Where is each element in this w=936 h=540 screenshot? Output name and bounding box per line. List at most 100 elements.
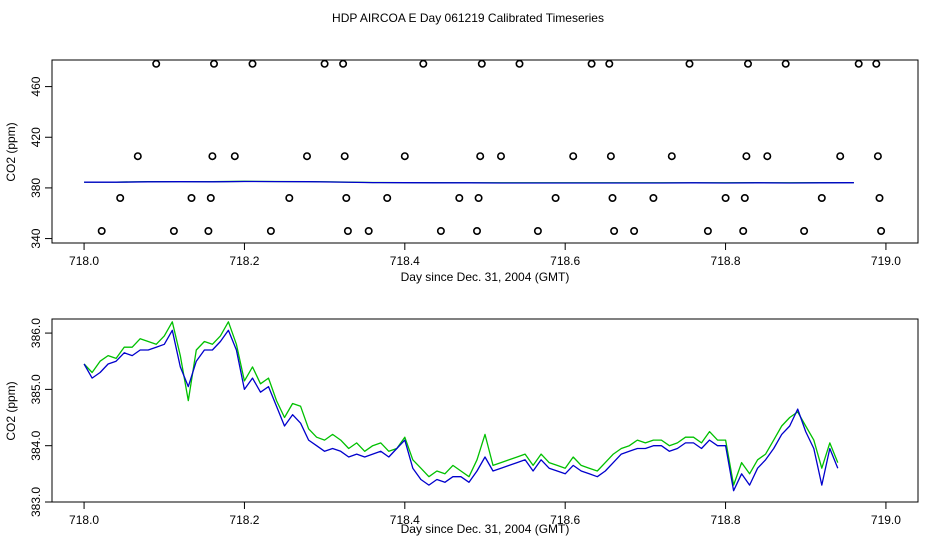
data-point-marker xyxy=(436,227,445,236)
data-point-marker xyxy=(875,194,884,203)
data-point-marker xyxy=(800,227,809,236)
bottom-x-tick-label: 719.0 xyxy=(871,513,901,527)
data-point-marker xyxy=(872,59,881,68)
data-point-marker xyxy=(266,227,275,236)
data-point-marker xyxy=(605,59,614,68)
bottom-y-tick-label: 384.0 xyxy=(29,430,43,460)
data-point-marker xyxy=(533,227,542,236)
data-point-marker xyxy=(781,59,790,68)
data-point-marker xyxy=(116,194,125,203)
data-point-marker xyxy=(320,59,329,68)
top-series xyxy=(84,180,854,184)
data-point-marker xyxy=(763,152,772,161)
top-panel: 718.0 718.2 718.4 718.6 718.8 719.0 340 380 420… xyxy=(4,59,919,284)
top-x-tick-label: 718.2 xyxy=(229,254,259,268)
top-x-ticks: 718.0 718.2 718.4 718.6 718.8 719.0 xyxy=(69,243,901,268)
data-point-marker xyxy=(817,194,826,203)
bottom-y-tick-label: 385.0 xyxy=(29,374,43,404)
data-point-marker xyxy=(208,152,217,161)
top-markers xyxy=(97,59,886,236)
top-y-tick-label: 340 xyxy=(29,228,43,248)
data-point-marker xyxy=(740,194,749,203)
top-y-ticks: 340 380 420 460 xyxy=(29,76,52,249)
data-point-marker xyxy=(630,227,639,236)
top-x-tick-label: 718.4 xyxy=(390,254,420,268)
bottom-y-tick-label: 383.0 xyxy=(29,487,43,517)
data-point-marker xyxy=(742,152,751,161)
data-point-marker xyxy=(419,59,428,68)
bottom-x-tick-label: 718.6 xyxy=(550,513,580,527)
bottom-series-green-line xyxy=(83,321,839,486)
bottom-x-tick-label: 718.0 xyxy=(69,513,99,527)
data-point-marker xyxy=(342,194,351,203)
bottom-y-ticks: 383.0 384.0 385.0 386.0 xyxy=(29,318,52,517)
data-point-marker xyxy=(152,59,161,68)
data-point-marker xyxy=(400,152,409,161)
bottom-y-tick-label: 386.0 xyxy=(29,318,43,348)
data-point-marker xyxy=(230,152,239,161)
data-point-marker xyxy=(877,227,886,236)
top-y-tick-label: 460 xyxy=(29,76,43,96)
top-y-axis-label: CO2 (ppm) xyxy=(4,122,18,181)
bottom-series xyxy=(83,321,839,492)
data-point-marker xyxy=(721,194,730,203)
data-point-marker xyxy=(339,59,348,68)
data-point-marker xyxy=(587,59,596,68)
data-point-marker xyxy=(608,194,617,203)
bottom-plot-frame xyxy=(51,318,919,503)
bottom-x-tick-label: 718.2 xyxy=(229,513,259,527)
data-point-marker xyxy=(476,152,485,161)
data-point-marker xyxy=(204,227,213,236)
data-point-marker xyxy=(685,59,694,68)
data-point-marker xyxy=(496,152,505,161)
top-plot-frame xyxy=(51,59,919,244)
data-point-marker xyxy=(364,227,373,236)
top-x-tick-label: 718.6 xyxy=(550,254,580,268)
data-point-marker xyxy=(854,59,863,68)
top-y-tick-label: 420 xyxy=(29,127,43,147)
top-x-tick-label: 718.8 xyxy=(711,254,741,268)
data-point-marker xyxy=(739,227,748,236)
data-point-marker xyxy=(343,227,352,236)
bottom-series-blue-line xyxy=(83,329,839,492)
data-point-marker xyxy=(133,152,142,161)
data-point-marker xyxy=(169,227,178,236)
data-point-marker xyxy=(248,59,257,68)
data-point-marker xyxy=(187,194,196,203)
data-point-marker xyxy=(206,194,215,203)
data-point-marker xyxy=(703,227,712,236)
data-point-marker xyxy=(210,59,219,68)
data-point-marker xyxy=(477,59,486,68)
data-point-marker xyxy=(569,152,578,161)
data-point-marker xyxy=(474,194,483,203)
bottom-x-tick-label: 718.8 xyxy=(711,513,741,527)
data-point-marker xyxy=(667,152,676,161)
top-y-tick-label: 380 xyxy=(29,178,43,198)
data-point-marker xyxy=(285,194,294,203)
figure-title: HDP AIRCOA E Day 061219 Calibrated Times… xyxy=(332,11,604,25)
bottom-x-axis-label: Day since Dec. 31, 2004 (GMT) xyxy=(401,522,570,536)
data-point-marker xyxy=(472,227,481,236)
top-series-blue-line xyxy=(84,180,854,184)
top-x-tick-label: 718.0 xyxy=(69,254,99,268)
bottom-y-axis-label: CO2 (ppm) xyxy=(4,381,18,440)
top-x-tick-label: 719.0 xyxy=(871,254,901,268)
data-point-marker xyxy=(606,152,615,161)
data-point-marker xyxy=(551,194,560,203)
data-point-marker xyxy=(610,227,619,236)
data-point-marker xyxy=(455,194,464,203)
data-point-marker xyxy=(383,194,392,203)
data-point-marker xyxy=(97,227,106,236)
bottom-x-tick-label: 718.4 xyxy=(390,513,420,527)
data-point-marker xyxy=(836,152,845,161)
bottom-x-ticks: 718.0 718.2 718.4 718.6 718.8 719.0 xyxy=(69,502,901,527)
data-point-marker xyxy=(515,59,524,68)
top-x-axis-label: Day since Dec. 31, 2004 (GMT) xyxy=(401,270,570,284)
data-point-marker xyxy=(302,152,311,161)
bottom-panel: 718.0 718.2 718.4 718.6 718.8 719.0 383.0 384.… xyxy=(4,318,919,536)
data-point-marker xyxy=(873,152,882,161)
data-point-marker xyxy=(743,59,752,68)
data-point-marker xyxy=(340,152,349,161)
data-point-marker xyxy=(649,194,658,203)
